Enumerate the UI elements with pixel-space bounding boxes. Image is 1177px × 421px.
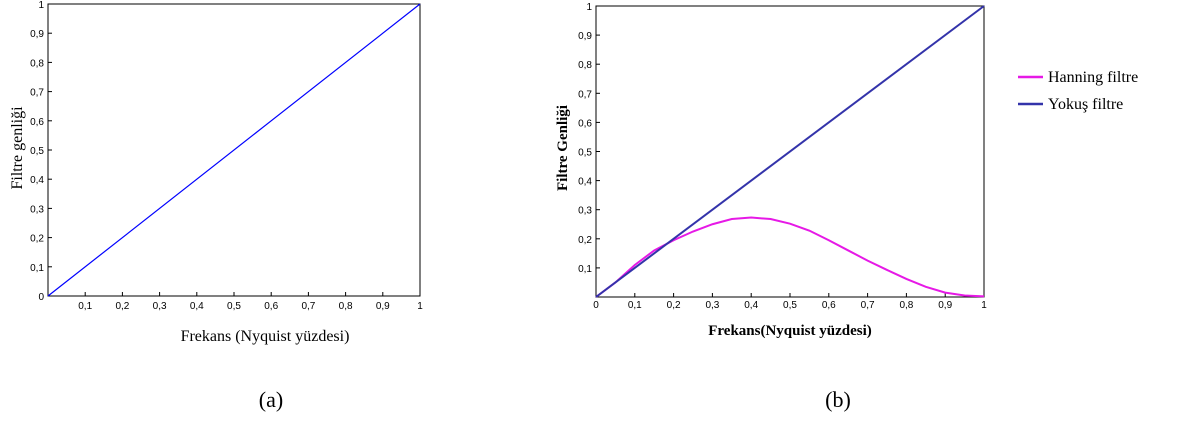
b-x-tick-label: 1 [981,300,987,311]
chart-a-series-line [47,3,421,297]
b-y-tick-label: 0,5 [578,148,592,159]
chart-b-series-line-hanning [595,216,985,298]
chart-b-y-axis-label: Filtre Genliği [555,105,571,191]
chart-b-series-line-yokus [595,5,985,298]
a-y-tick-label: 0 [38,292,44,303]
b-y-tick-label: 0,7 [578,89,592,100]
a-y-tick-label: 0,2 [30,234,44,245]
a-x-tick-label: 0,1 [78,301,92,312]
b-x-tick-label: 0,2 [667,300,681,311]
a-y-tick-label: 0,7 [30,88,44,99]
legend-label-yokus: Yokuş filtre [1048,96,1123,113]
a-x-tick-label: 0,8 [339,301,353,312]
b-x-tick-label: 0,8 [899,300,913,311]
chart-b-caption: (b) [825,387,851,412]
b-x-tick-label: 0 [593,300,599,311]
a-y-tick-label: 0,9 [30,29,44,40]
b-x-tick-label: 0,4 [744,300,758,311]
b-y-tick-label: 0,4 [578,177,592,188]
b-x-tick-label: 0,7 [861,300,875,311]
a-y-tick-label: 1 [38,0,44,11]
b-y-tick-label: 0,1 [578,264,592,275]
a-x-tick-label: 0,7 [301,301,315,312]
a-y-tick-label: 0,3 [30,204,44,215]
b-y-tick-label: 0,2 [578,235,592,246]
legend-label-hanning: Hanning filtre [1048,69,1138,86]
a-x-tick-label: 1 [417,301,423,312]
a-x-tick-label: 0,3 [153,301,167,312]
b-y-tick-label: 0,9 [578,31,592,42]
a-x-tick-label: 0,4 [190,301,204,312]
a-y-tick-label: 0,5 [30,146,44,157]
chart-b-x-axis-label: Frekans(Nyquist yüzdesi) [708,323,872,339]
chart-b-legend: Hanning filtre Yokuş filtre [1018,69,1138,113]
chart-a-y-axis-label: Filtre genliği [9,106,26,190]
b-x-tick-label: 0,5 [783,300,797,311]
a-y-tick-label: 0,8 [30,58,44,69]
chart-a-x-axis-label: Frekans (Nyquist yüzdesi) [181,328,350,345]
b-x-tick-label: 0,6 [822,300,836,311]
a-x-tick-label: 0,9 [376,301,390,312]
b-x-tick-label: 0,3 [705,300,719,311]
b-x-tick-label: 0,1 [628,300,642,311]
b-y-tick-label: 0,8 [578,60,592,71]
a-x-tick-label: 0,6 [264,301,278,312]
a-y-tick-label: 0,4 [30,175,44,186]
b-x-tick-label: 0,9 [938,300,952,311]
b-y-tick-label: 0,6 [578,118,592,129]
b-y-tick-label: 0,3 [578,206,592,217]
chart-a-caption: (a) [259,387,283,412]
a-y-tick-label: 0,6 [30,117,44,128]
a-x-tick-label: 0,5 [227,301,241,312]
a-y-tick-label: 0,1 [30,263,44,274]
chart-a: 0,1 0,2 0,3 0,4 0,5 0,6 0,7 0,8 0,9 1 0 0,1 0,2 0,3 0,… [9,0,423,412]
chart-b: 0 0,1 0,2 0,3 0,4 0,5 0,6 0,7 0,8 0,9 1 0,1 0,2 0,3 0,… [555,2,1138,412]
b-y-tick-label: 1 [586,2,592,13]
a-x-tick-label: 0,2 [115,301,129,312]
